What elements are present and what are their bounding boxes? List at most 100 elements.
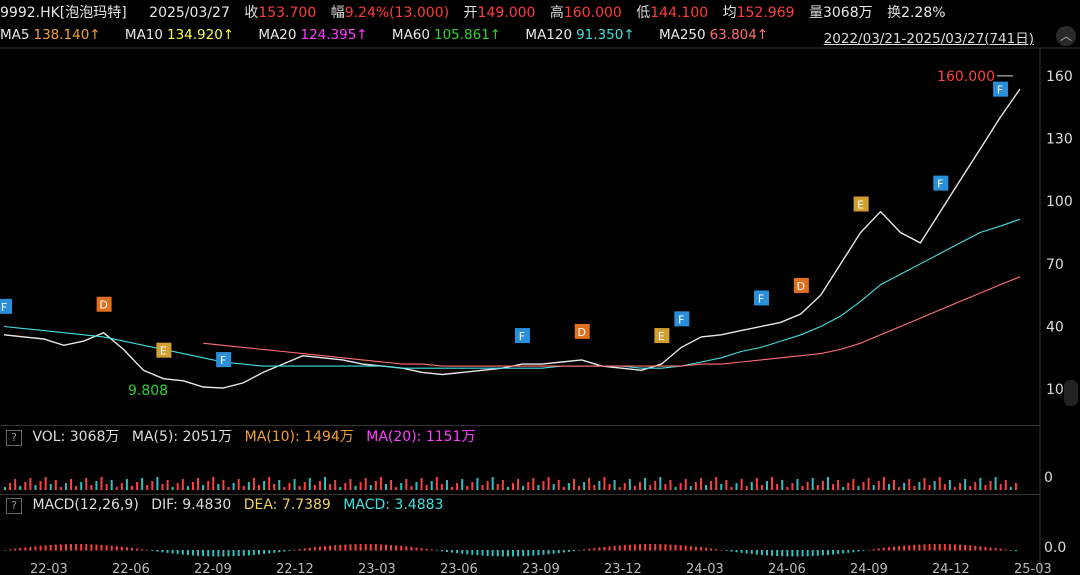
volume-bar [29,478,32,490]
macd-bar [821,550,824,556]
macd-bar [791,550,794,557]
marker-label: F [937,178,943,191]
ma20-legend: MA20 124.395↑ [258,27,368,43]
volume-bar [877,481,880,490]
scroll-right-icon[interactable] [1064,380,1078,406]
volume-bar [222,480,225,490]
macd-bar [781,550,784,557]
x-tick-label: 22-06 [112,562,150,575]
macd-bar [623,544,626,551]
macd-bar [34,546,37,551]
x-tick-label: 24-09 [850,562,888,575]
macd-bar [461,550,464,554]
x-tick-label: 24-06 [768,562,806,575]
macd-bar [918,544,921,551]
volume-bar [252,478,255,490]
vol-help-button[interactable]: ? [6,430,22,446]
macd-bar [882,547,885,551]
avg-label: 均 [722,5,737,21]
macd-bar [125,547,128,551]
macd-bar [430,549,433,551]
macd-bar [989,547,992,551]
marker-badge [933,175,949,191]
macd-bar [313,547,316,551]
macd-bar [115,546,118,551]
low-value: 144.100 [650,5,709,21]
volume-bar [39,481,42,490]
volume-bar [959,483,962,490]
volume-bar [283,487,286,490]
volume-bar [186,486,189,490]
macd-bar [222,550,225,557]
quote-date: 2025/03/27 [149,5,230,21]
macd-bar [527,550,530,556]
y-tick-label: 160 [1046,69,1073,85]
vol-value: VOL: 3068万 [32,429,120,445]
macd-bar [420,548,423,551]
volume-bar [329,484,332,490]
macd-bar [567,550,570,552]
volume-bar [4,487,6,490]
date-range-link[interactable]: 2022/03/21-2025/03/27(741日) [823,31,1034,47]
volume-bar [826,477,829,490]
volume-bar [598,481,601,490]
marker-label: E [160,345,167,358]
marker-label: F [678,313,684,326]
macd-bar [705,547,708,551]
macd-bar [29,546,32,551]
x-tick-label: 23-12 [604,562,642,575]
macd-bar [425,548,428,551]
macd-bar [186,550,189,556]
macd-help-button[interactable]: ? [6,498,22,514]
volume-bar [766,481,768,490]
volume-bar [791,483,794,490]
volume-bar [70,479,73,490]
macd-bar [664,544,667,551]
macd-bar [75,544,78,551]
volume-bar [720,484,723,490]
volume-bar [293,479,296,490]
volume-bar [156,477,159,490]
macd-bar [953,544,956,551]
marker-label: F [997,84,1003,97]
macd-bar [486,550,489,556]
macd-bar [979,546,982,551]
macd-bar [44,545,47,551]
volume-bar [781,480,784,490]
x-axis-ticks: 22-03 22-06 22-09 22-12 23-03 23-06 23-09 23-12… [30,562,1052,575]
macd-indicator-bar: ? MACD(12,26,9) DIF: 9.4830 DEA: 7.7389 … [0,494,1040,517]
macd-bar [227,550,230,557]
volume-bar [242,486,245,490]
volume-bar [425,485,428,490]
macd-bar [105,545,108,551]
collapse-up-icon[interactable]: ︿ [1056,26,1076,46]
macd-bar [476,550,479,556]
marker-label: E [857,199,864,212]
volume-bar [191,482,194,490]
macd-bar [893,546,895,551]
volume-bar [740,479,743,490]
volume-bar [217,484,220,490]
macd-bar [19,548,22,551]
macd-bar [938,544,941,551]
volume-bar [420,478,423,490]
macd-bar [49,544,52,551]
volume-bar [557,480,560,490]
macd-bar [649,544,652,551]
x-tick-label: 25-03 [1014,562,1052,575]
marker-label: F [758,292,764,305]
change-label: 幅 [330,5,345,21]
high-value: 160.000 [563,5,622,21]
volume-bar [882,477,885,490]
volume-indicator-bar: ? VOL: 3068万 MA(5): 2051万 MA(10): 1494万 … [0,425,1040,448]
macd-bar [562,550,565,553]
macd-bar [994,548,997,551]
volume-bar [125,479,128,490]
volume-bar [542,481,545,490]
macd-bar [395,545,398,551]
volume-bar [273,484,276,490]
marker-badge [514,328,530,344]
volume-bar [786,487,789,490]
quote-header: 9992.HK[泡泡玛特] 2025/03/27 收153.700 幅9.24%… [0,2,1080,24]
